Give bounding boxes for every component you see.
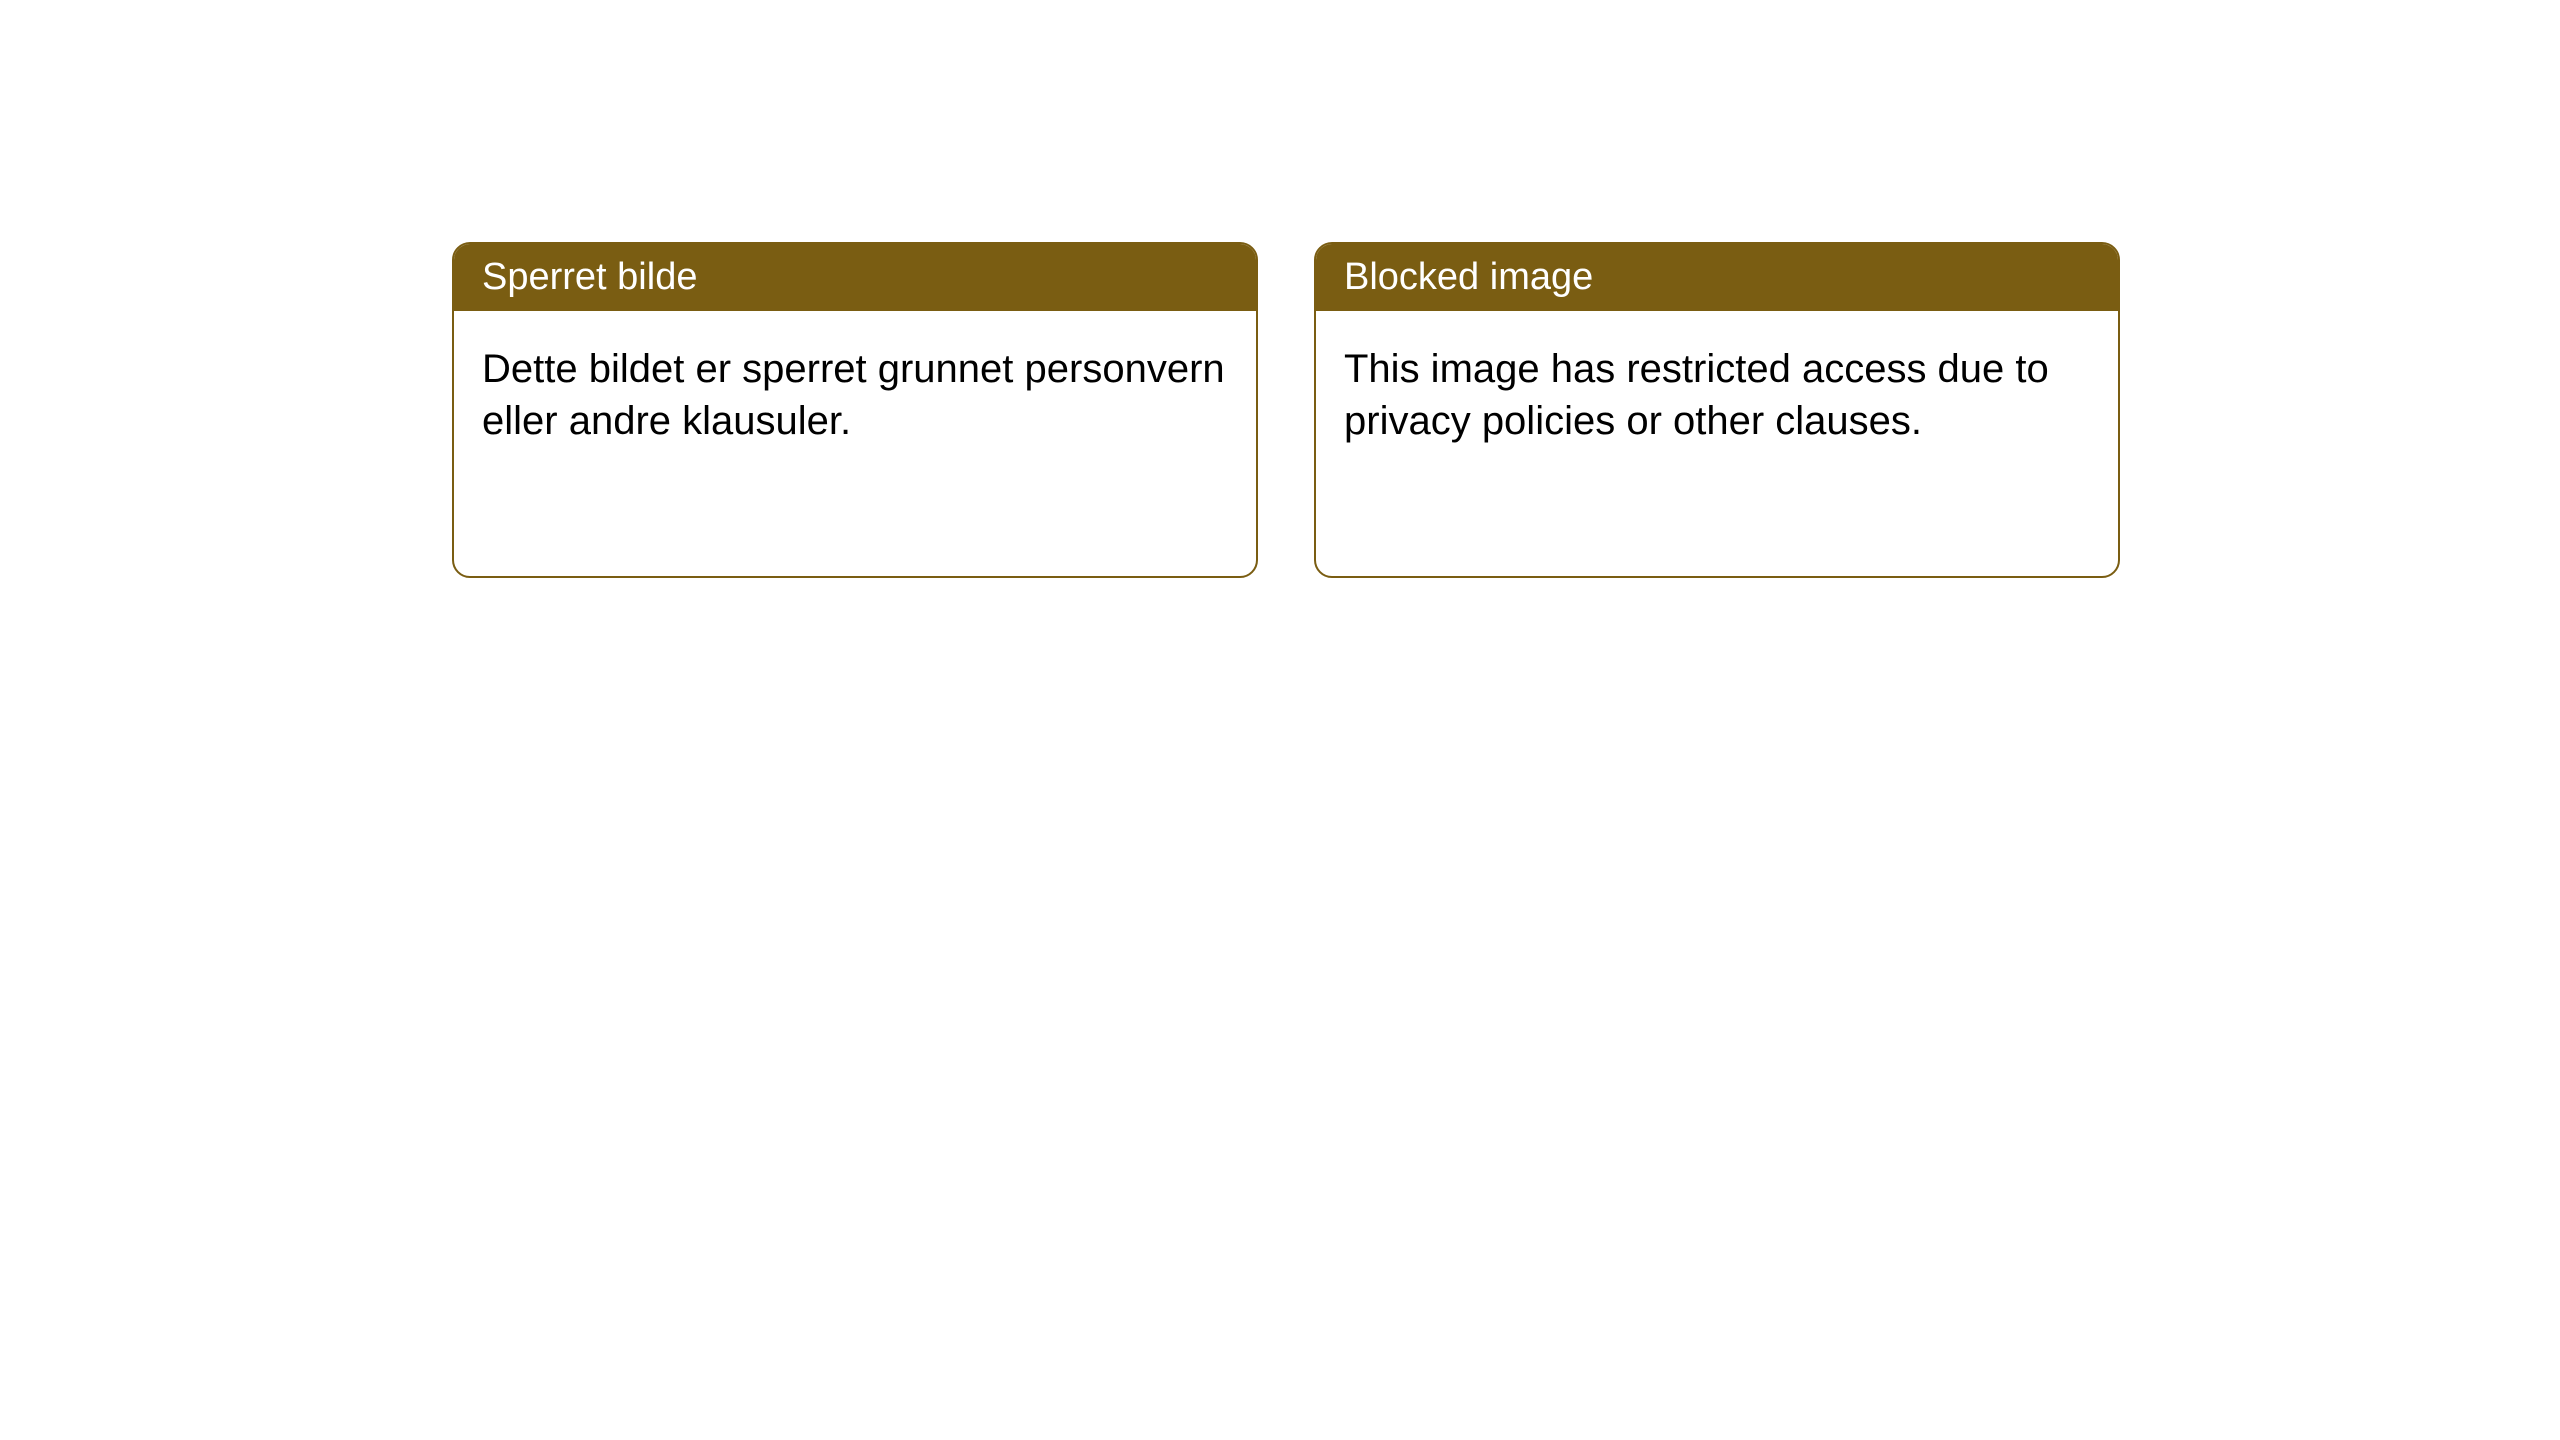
card-message: Dette bildet er sperret grunnet personve… [482,347,1225,443]
card-header: Sperret bilde [454,244,1256,311]
card-header: Blocked image [1316,244,2118,311]
blocked-image-notices: Sperret bilde Dette bildet er sperret gr… [452,242,2120,578]
card-title: Blocked image [1344,256,1593,298]
blocked-image-card-no: Sperret bilde Dette bildet er sperret gr… [452,242,1258,578]
card-body: Dette bildet er sperret grunnet personve… [454,311,1256,479]
card-title: Sperret bilde [482,256,697,298]
card-message: This image has restricted access due to … [1344,347,2049,443]
card-body: This image has restricted access due to … [1316,311,2118,479]
blocked-image-card-en: Blocked image This image has restricted … [1314,242,2120,578]
